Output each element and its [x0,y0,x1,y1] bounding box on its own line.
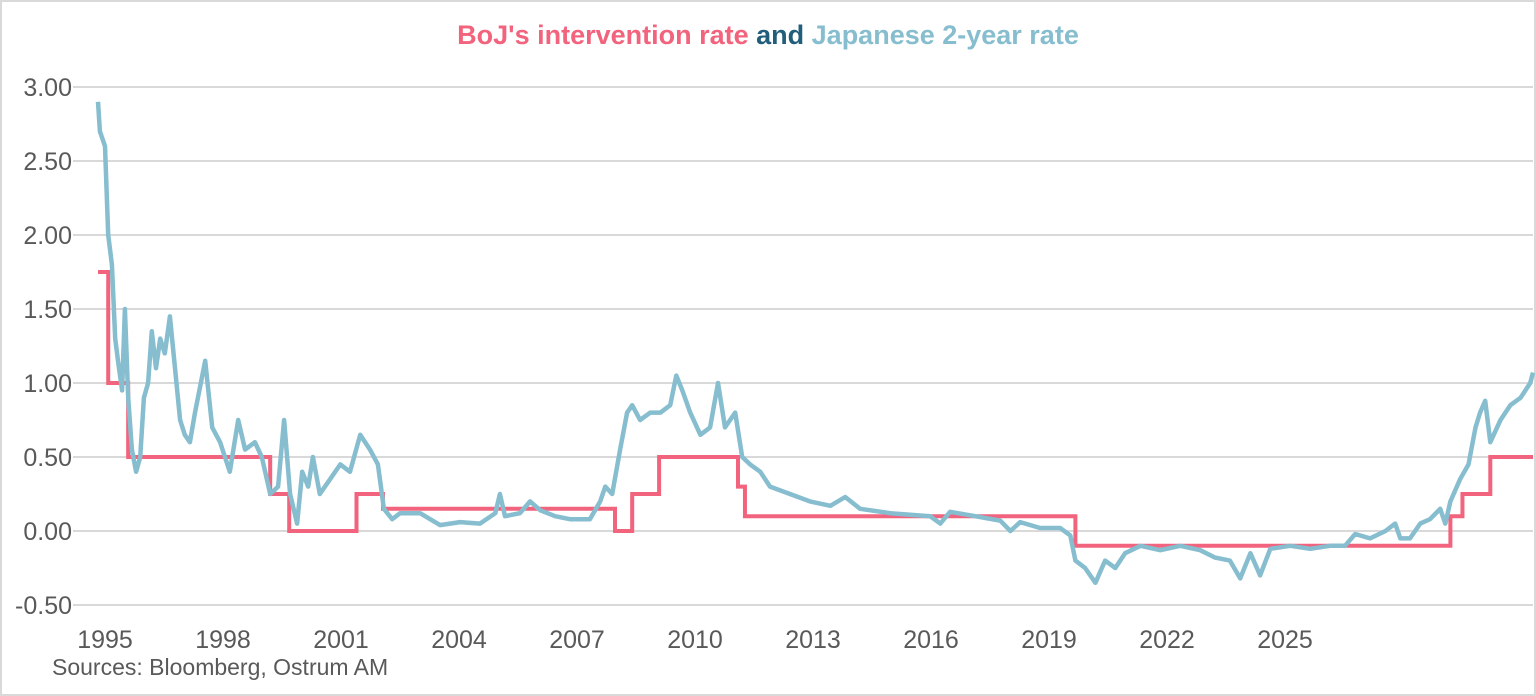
title-part-boj-rate: BoJ's intervention rate [457,20,749,50]
y-tick-label: 1.00 [23,370,72,398]
y-tick-label: 3.00 [23,74,72,102]
y-tick-label: -0.50 [15,592,72,620]
y-tick-label: 2.50 [23,148,72,176]
x-tick-label: 1998 [195,626,251,654]
x-tick-label: 2004 [431,626,487,654]
x-tick-label: 2016 [903,626,959,654]
x-tick-label: 1995 [77,626,133,654]
y-tick-label: 0.50 [23,444,72,472]
x-tick-label: 2013 [785,626,841,654]
title-part-2y-rate: Japanese 2-year rate [811,20,1079,50]
x-tick-label: 2007 [549,626,605,654]
source-note: Sources: Bloomberg, Ostrum AM [52,654,389,680]
x-tick-label: 2019 [1021,626,1077,654]
y-tick-label: 2.00 [23,222,72,250]
chart-title: BoJ's intervention rate and Japanese 2-y… [0,20,1536,51]
title-part-and: and [748,20,812,50]
series-boj-intervention-rate [98,270,1533,548]
x-tick-label: 2010 [667,626,723,654]
y-tick-label: 1.50 [23,296,72,324]
y-tick-label: 0.00 [23,518,72,546]
x-tick-label: 2001 [313,626,369,654]
x-tick-label: 2022 [1139,626,1195,654]
series-japanese-2y-rate [95,101,1536,586]
x-tick-label: 2025 [1257,626,1313,654]
